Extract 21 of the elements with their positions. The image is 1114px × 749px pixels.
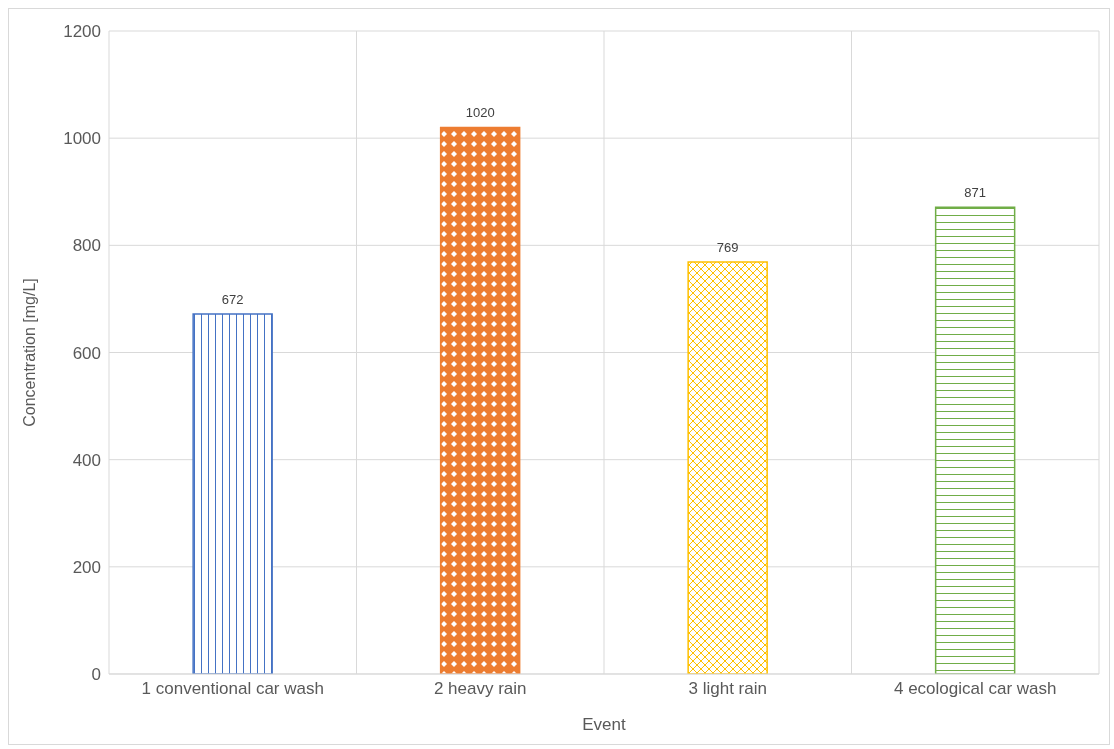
x-tick-label: 2 heavy rain [433,679,527,699]
x-axis-title: Event [582,715,627,734]
y-tick-label: 1200 [63,22,101,42]
data-label: 769 [716,239,739,255]
y-tick-label: 400 [72,450,101,470]
data-label: 1020 [465,105,495,121]
y-tick-label: 600 [72,343,101,363]
bar [687,261,768,674]
x-tick-label: 4 ecological car wash [893,679,1057,699]
y-tick-label: 800 [72,236,101,256]
y-tick-label: 0 [91,665,101,685]
y-tick-label: 1000 [63,129,101,149]
y-tick-label: 200 [72,557,101,577]
bar [439,126,521,674]
data-label: 871 [964,185,986,201]
bar [192,313,273,674]
x-tick-label: 3 light rain [688,679,767,699]
bar [934,206,1016,674]
x-tick-label: 1 conventional car wash [141,679,324,699]
y-axis-title: Concentration [mg/L] [20,278,38,427]
data-label: 672 [221,291,244,307]
